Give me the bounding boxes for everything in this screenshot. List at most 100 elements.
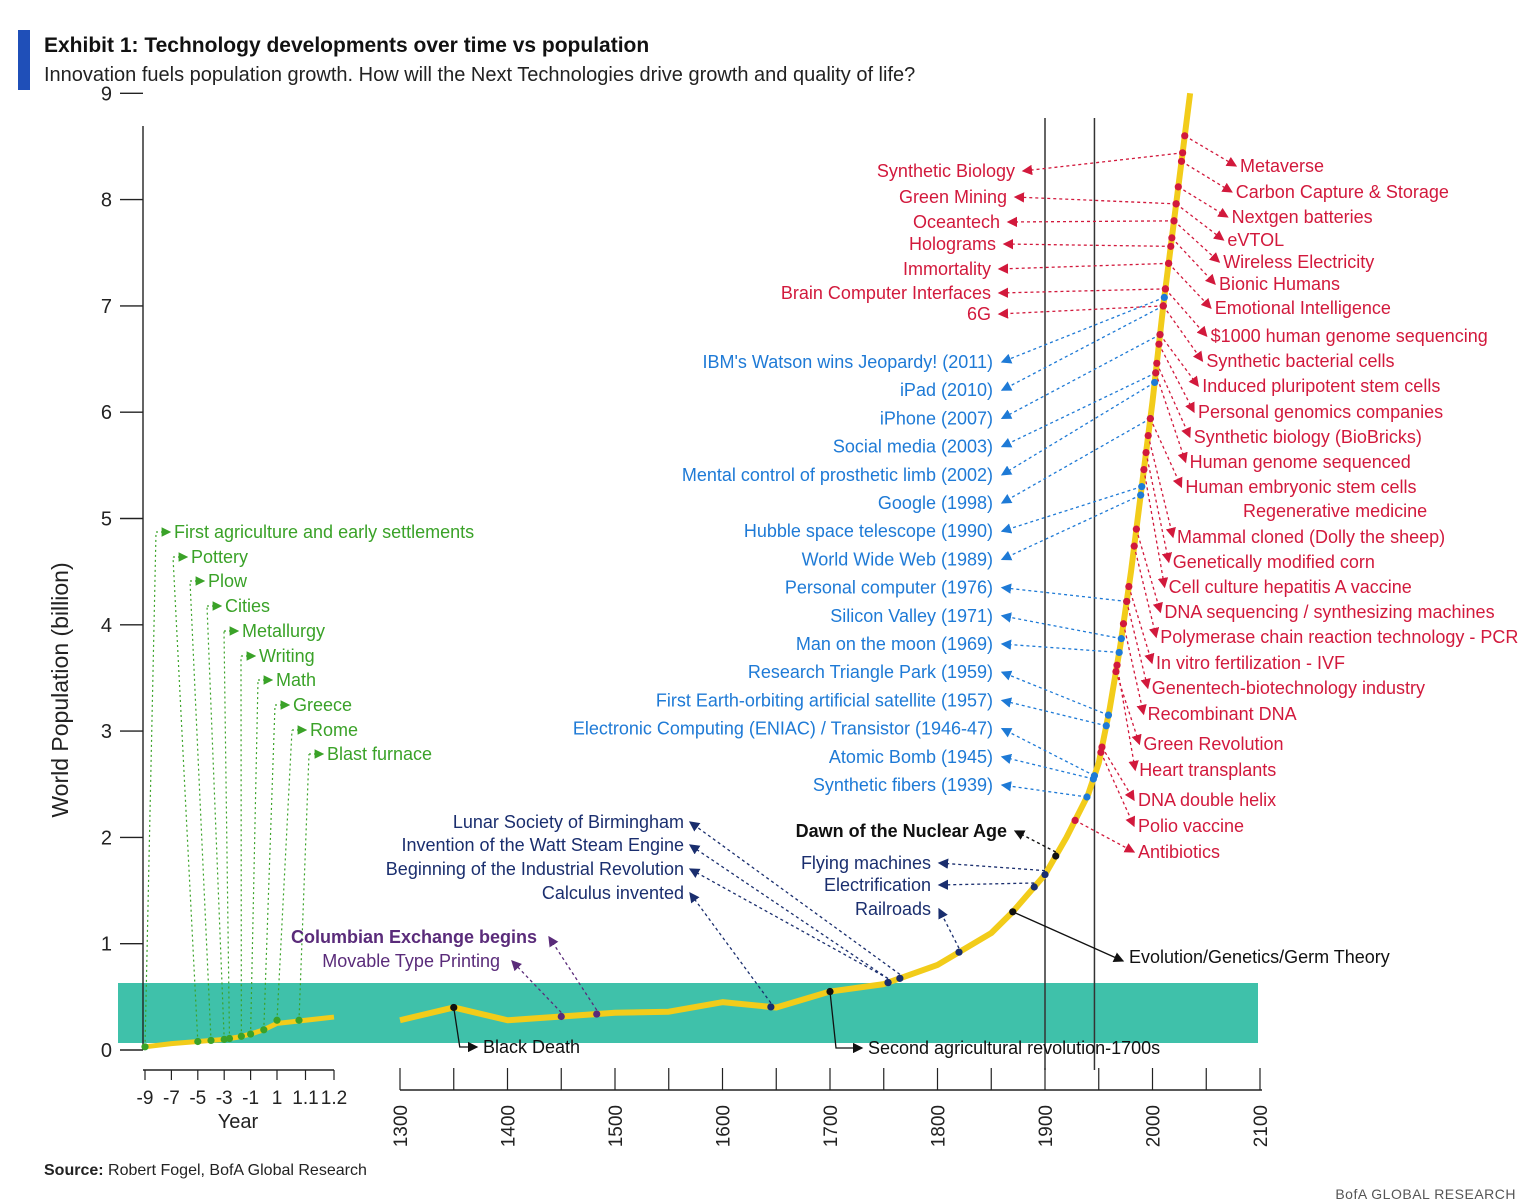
ancient-label: First agriculture and early settlements: [174, 522, 474, 542]
ancient-leader: [277, 730, 292, 1020]
bio-leader: [1150, 419, 1181, 487]
y-axis-label: World Population (billion): [47, 562, 73, 817]
bio-label: Antibiotics: [1138, 842, 1220, 862]
y-tick-label: 2: [101, 827, 112, 849]
info-leader: [1002, 672, 1108, 715]
early-point: [593, 1010, 600, 1017]
info-label: iPad (2010): [900, 380, 993, 400]
mid-point: [1052, 852, 1059, 859]
future-label: Oceantech: [913, 212, 1000, 232]
population-line-historic: [400, 93, 1190, 1020]
bio-leader: [1117, 665, 1135, 770]
y-tick-label: 9: [101, 83, 112, 105]
mid-point: [1031, 883, 1038, 890]
info-label: World Wide Web (1989): [802, 549, 993, 569]
bio-label: Genetically modified corn: [1173, 552, 1375, 572]
x-tick-label-right: 1700: [821, 1105, 842, 1147]
ancient-leader: [190, 581, 211, 1040]
future-label: Brain Computer Interfaces: [781, 283, 991, 303]
info-label: Research Triangle Park (1959): [748, 662, 993, 682]
info-label: Silicon Valley (1971): [830, 606, 993, 626]
ancient-leader: [299, 754, 309, 1020]
source-text: Robert Fogel, BofA Global Research: [108, 1162, 367, 1179]
ancient-leader: [224, 631, 229, 1039]
ancient-leader: [145, 532, 156, 1047]
ancient-label: Cities: [225, 596, 270, 616]
y-tick-label: 8: [101, 190, 112, 212]
industrial-label: Lunar Society of Birmingham: [453, 812, 684, 832]
y-tick-label: 7: [101, 296, 112, 318]
x-tick-label-right: 1400: [499, 1105, 520, 1147]
y-tick-label: 6: [101, 402, 112, 424]
industrial-point: [884, 979, 891, 986]
bio-leader: [1123, 624, 1143, 714]
ancient-label: Plow: [208, 571, 248, 591]
bio-leader: [1165, 289, 1206, 336]
bio-leader: [1163, 306, 1202, 361]
bottom-leader: [1013, 912, 1123, 961]
bio-leader: [1174, 221, 1219, 262]
bio-leader: [1102, 747, 1134, 800]
bio-leader: [1148, 436, 1173, 537]
bio-label: Green Revolution: [1143, 734, 1283, 754]
x-tick-label-left: -9: [137, 1088, 154, 1109]
bio-label: Metaverse: [1240, 156, 1324, 176]
ancient-leader: [173, 557, 198, 1041]
teal-band: [118, 983, 1258, 1043]
info-label: Mental control of prosthetic limb (2002): [682, 465, 993, 485]
info-leader: [1002, 616, 1121, 639]
bio-leader: [1101, 752, 1134, 826]
industrial-label: Calculus invented: [542, 883, 684, 903]
info-label: Google (1998): [878, 493, 993, 513]
mid-point: [1041, 871, 1048, 878]
x-tick-label-right: 2100: [1251, 1105, 1272, 1147]
info-label: Electronic Computing (ENIAC) / Transisto…: [573, 719, 993, 739]
future-label: 6G: [967, 304, 991, 324]
ancient-point: [295, 1017, 302, 1024]
future-label: Synthetic Biology: [877, 161, 1015, 181]
ancient-label: Metallurgy: [242, 621, 325, 641]
future-label: Immortality: [903, 259, 991, 279]
ancient-label: Rome: [310, 720, 358, 740]
info-leader: [1002, 757, 1093, 779]
bio-label: Synthetic bacterial cells: [1206, 351, 1394, 371]
early-label: Columbian Exchange begins: [291, 927, 537, 947]
future-leader: [999, 289, 1165, 293]
future-leader: [999, 263, 1169, 269]
future-leader: [1004, 244, 1171, 246]
ancient-label: Pottery: [191, 547, 248, 567]
info-leader: [1002, 644, 1119, 652]
bio-leader: [1160, 335, 1198, 386]
source-note: Source: Robert Fogel, BofA Global Resear…: [44, 1162, 367, 1180]
bio-point: [1173, 200, 1180, 207]
ancient-leader: [207, 606, 224, 1039]
source-label: Source:: [44, 1162, 104, 1179]
x-tick-label-right: 2000: [1144, 1105, 1165, 1147]
industrial-point: [767, 1003, 774, 1010]
mid-label: Flying machines: [801, 853, 931, 873]
bio-label: Genentech-biotechnology industry: [1152, 678, 1425, 698]
info-label: Atomic Bomb (1945): [829, 747, 993, 767]
bio-leader: [1144, 470, 1165, 587]
info-label: Hubble space telescope (1990): [744, 521, 993, 541]
mid-label: Electrification: [824, 875, 931, 895]
mid-label: Railroads: [855, 899, 931, 919]
info-label: IBM's Watson wins Jeopardy! (2011): [702, 352, 993, 372]
ancient-leader: [264, 705, 275, 1030]
bio-label: Synthetic biology (BioBricks): [1194, 427, 1422, 447]
mid-leader: [939, 883, 1034, 885]
bio-label: Human genome sequenced: [1190, 452, 1411, 472]
ancient-label: Greece: [293, 695, 352, 715]
y-tick-label: 0: [101, 1040, 112, 1062]
y-tick-label: 4: [101, 615, 112, 637]
industrial-point: [896, 975, 903, 982]
bio-label: Recombinant DNA: [1148, 704, 1297, 724]
info-leader: [1002, 495, 1141, 559]
future-leader: [1015, 197, 1176, 204]
bio-leader: [1127, 601, 1148, 688]
ancient-label: Writing: [259, 646, 315, 666]
bio-label: Polio vaccine: [1138, 816, 1244, 836]
bio-label: Carbon Capture & Storage: [1236, 182, 1449, 202]
info-label: Man on the moon (1969): [796, 634, 993, 654]
